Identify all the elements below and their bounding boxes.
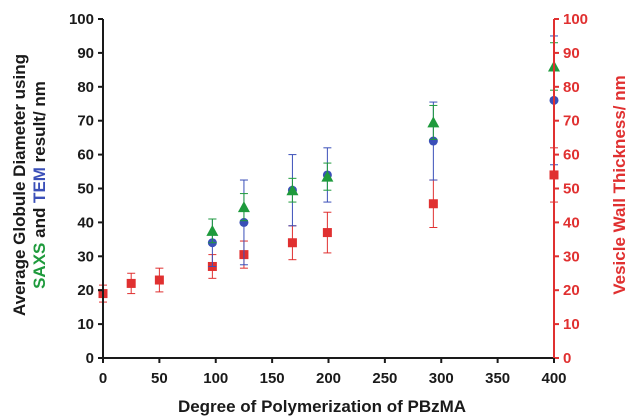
y2-tick-label: 30 <box>563 248 580 265</box>
series-triangle <box>206 42 560 244</box>
x-tick-label: 300 <box>429 370 454 387</box>
y2-tick-label: 60 <box>563 147 580 164</box>
axes: 0 10 20 30 40 50 60 70 80 90 100 0 10 20 30 40 50 60 70 80 9… <box>69 11 588 387</box>
data-point <box>428 199 438 209</box>
x-tick-label: 350 <box>485 370 510 387</box>
y-tick-label: 10 <box>77 316 94 333</box>
data-point <box>427 116 440 128</box>
y2-tick-label: 90 <box>563 45 580 62</box>
y2-tick-label: 0 <box>563 350 571 367</box>
y-tick-label: 20 <box>77 282 94 299</box>
y2-tick-label: 40 <box>563 214 580 231</box>
y-axis-label-bottom: SAXS and TEM result/ nm <box>30 81 49 289</box>
x-axis-label: Degree of Polymerization of PBzMA <box>178 397 466 416</box>
y-tick-label: 30 <box>77 248 94 265</box>
data-point <box>286 184 299 196</box>
data-point <box>239 217 249 227</box>
x-tick-label: 50 <box>151 370 168 387</box>
data-point <box>237 201 250 213</box>
data-point <box>321 170 334 182</box>
y-axis-label-part: result/ nm <box>30 81 49 167</box>
x-tick-label: 150 <box>260 370 285 387</box>
series-circle <box>207 35 559 267</box>
y2-tick-label: 50 <box>563 181 580 198</box>
y-tick-label: 40 <box>77 214 94 231</box>
plot-area <box>98 35 560 303</box>
data-point <box>287 238 297 248</box>
x-tick-label: 250 <box>372 370 397 387</box>
x-tick-label: 400 <box>541 370 566 387</box>
y-tick-label: 50 <box>77 181 94 198</box>
y-tick-label: 70 <box>77 113 94 130</box>
data-point <box>154 275 164 285</box>
data-point <box>428 136 438 146</box>
y-tick-label: 0 <box>86 350 94 367</box>
data-point <box>206 224 219 236</box>
y2-tick-label: 70 <box>563 113 580 130</box>
y-axis-label-part: and <box>30 203 49 243</box>
y-axis-label-top: Average Globule Diameter using <box>10 54 29 316</box>
y2-tick-label: 80 <box>563 79 580 96</box>
y-axis-label-part: TEM <box>30 167 49 203</box>
y2-tick-label: 20 <box>563 282 580 299</box>
x-tick-label: 100 <box>203 370 228 387</box>
data-point <box>322 228 332 238</box>
y-axis-label-part: SAXS <box>30 243 49 289</box>
y-tick-label: 80 <box>77 79 94 96</box>
data-point <box>126 278 136 288</box>
y2-axis-label: Vesicle Wall Thickness/ nm <box>610 75 629 295</box>
y2-tick-label: 100 <box>563 11 588 28</box>
y-tick-label: 60 <box>77 147 94 164</box>
y-tick-label: 100 <box>69 11 94 28</box>
y2-tick-label: 10 <box>563 316 580 333</box>
x-tick-label: 200 <box>316 370 341 387</box>
y-tick-label: 90 <box>77 45 94 62</box>
x-tick-label: 0 <box>99 370 107 387</box>
